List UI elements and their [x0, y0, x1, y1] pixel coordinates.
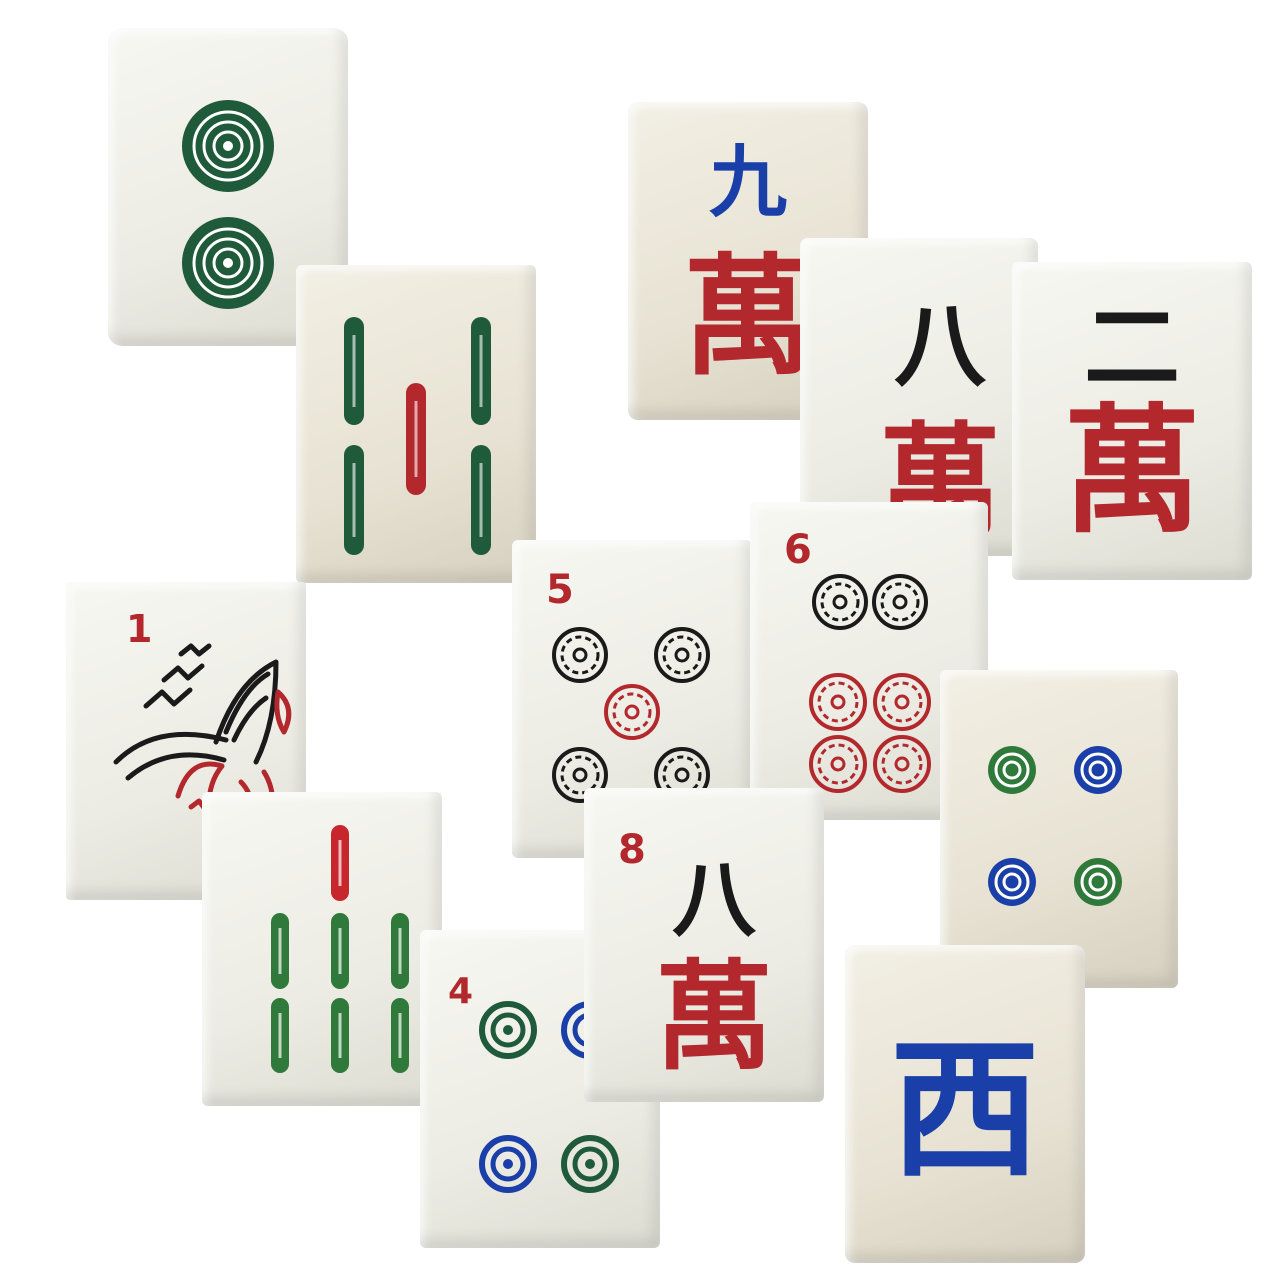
number-glyph: 九: [708, 137, 787, 228]
suit-glyph: 萬: [654, 947, 773, 1086]
number-glyph: 二: [1084, 291, 1180, 404]
tile-seven-bamboo[interactable]: [202, 792, 442, 1106]
tile-six-dots[interactable]: 6: [750, 502, 988, 820]
two-dots-icon: [182, 100, 274, 309]
tile-five-bamboo[interactable]: [296, 265, 536, 583]
tile-two-dots[interactable]: [108, 28, 348, 346]
tile-one-bamboo-bird[interactable]: 1: [66, 582, 306, 900]
tile-index: 5: [546, 567, 574, 613]
tile-four-dots-right[interactable]: [940, 670, 1178, 988]
number-glyph: 八: [893, 292, 986, 400]
tile-index: 6: [784, 527, 812, 573]
wind-glyph: 西: [889, 1022, 1040, 1198]
suit-glyph: 萬: [1062, 389, 1201, 552]
tile-index: 1: [126, 607, 153, 651]
tile-index: 4: [448, 971, 474, 1012]
bamboo-sticks-icon: [271, 825, 409, 1073]
suit-glyph: 萬: [682, 240, 813, 393]
four-dots-icon: [986, 744, 1124, 908]
tile-eight-characters[interactable]: 8 八 萬: [584, 788, 824, 1102]
tile-two-characters[interactable]: 二 萬: [1012, 262, 1252, 580]
tile-index: 8: [618, 827, 646, 873]
bamboo-sticks-icon: [344, 317, 491, 555]
tile-west-wind[interactable]: 西: [845, 945, 1085, 1263]
number-glyph: 八: [671, 850, 756, 949]
